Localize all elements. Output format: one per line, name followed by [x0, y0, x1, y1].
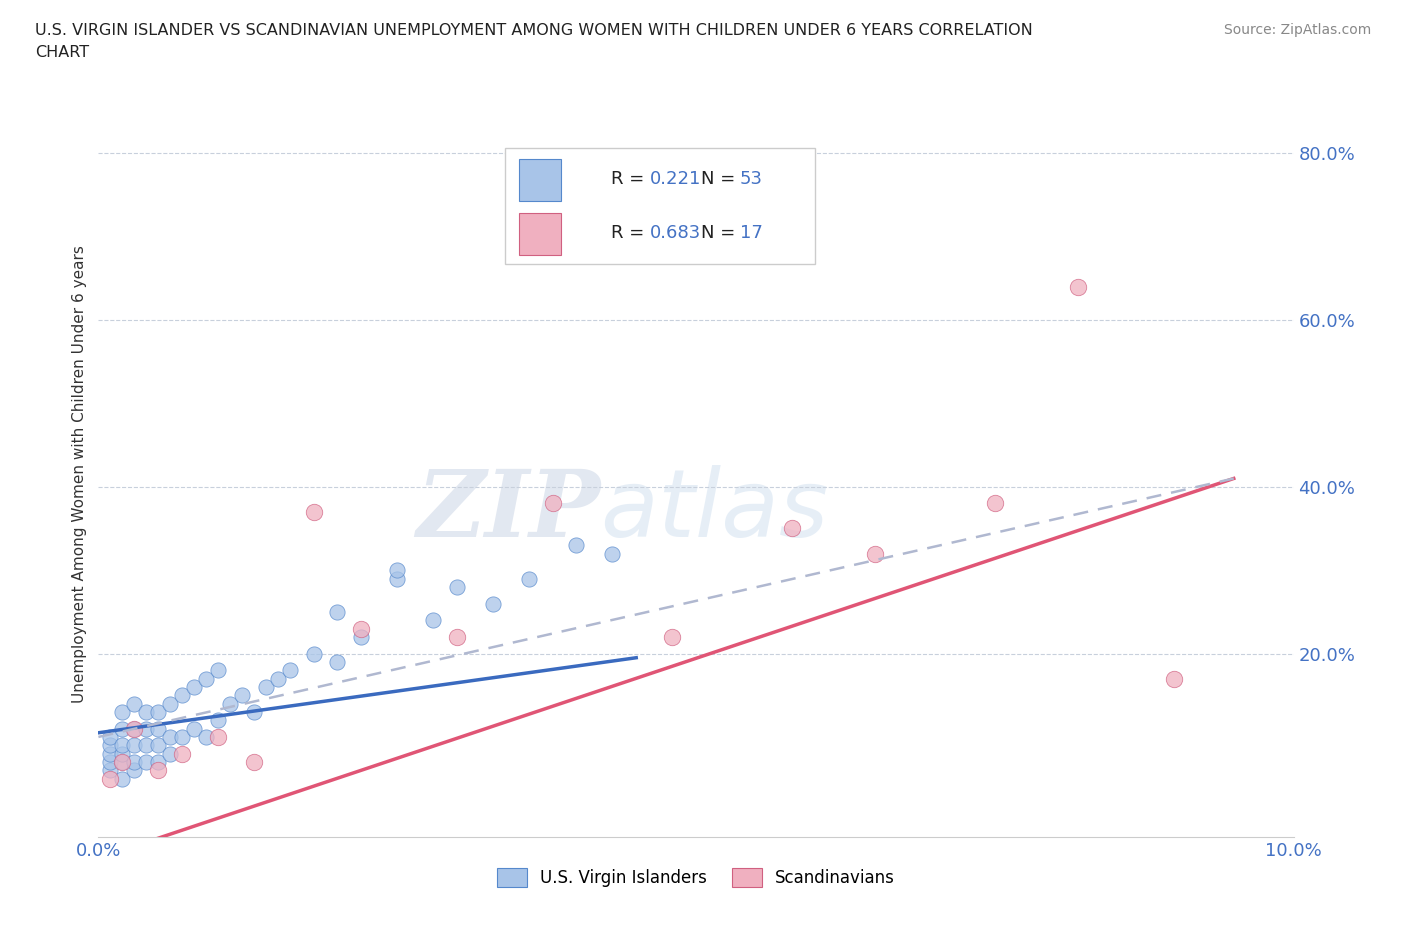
- Point: [183, 680, 205, 695]
- Bar: [519, 159, 561, 201]
- Point: [148, 705, 170, 720]
- Point: [111, 737, 134, 752]
- Point: [159, 746, 181, 761]
- Text: CHART: CHART: [35, 45, 89, 60]
- Point: [183, 721, 205, 736]
- Text: 0.683: 0.683: [650, 223, 702, 242]
- Text: 17: 17: [740, 223, 762, 242]
- Point: [243, 754, 266, 769]
- Point: [661, 630, 683, 644]
- Point: [111, 754, 134, 769]
- Y-axis label: Unemployment Among Women with Children Under 6 years: Unemployment Among Women with Children U…: [72, 246, 87, 703]
- Point: [135, 721, 157, 736]
- Bar: [519, 213, 561, 255]
- Point: [124, 737, 146, 752]
- Point: [385, 563, 409, 578]
- Point: [159, 697, 181, 711]
- Point: [124, 697, 146, 711]
- Text: 0.221: 0.221: [650, 170, 702, 188]
- Point: [124, 754, 146, 769]
- Point: [111, 705, 134, 720]
- Point: [541, 496, 564, 511]
- Text: atlas: atlas: [600, 465, 828, 556]
- Point: [565, 538, 588, 552]
- Point: [1163, 671, 1185, 686]
- Text: U.S. VIRGIN ISLANDER VS SCANDINAVIAN UNEMPLOYMENT AMONG WOMEN WITH CHILDREN UNDE: U.S. VIRGIN ISLANDER VS SCANDINAVIAN UNE…: [35, 23, 1033, 38]
- Point: [172, 729, 194, 744]
- Point: [111, 754, 134, 769]
- Point: [267, 671, 290, 686]
- Point: [135, 737, 157, 752]
- Point: [984, 496, 1007, 511]
- Legend: U.S. Virgin Islanders, Scandinavians: U.S. Virgin Islanders, Scandinavians: [491, 861, 901, 894]
- Point: [865, 546, 887, 561]
- Point: [124, 721, 146, 736]
- Point: [446, 630, 468, 644]
- Text: N =: N =: [700, 223, 741, 242]
- Point: [98, 746, 122, 761]
- Text: N =: N =: [700, 170, 741, 188]
- Text: ZIP: ZIP: [416, 466, 600, 555]
- Point: [135, 754, 157, 769]
- Point: [207, 712, 229, 727]
- Point: [231, 688, 253, 703]
- Point: [148, 721, 170, 736]
- Point: [517, 571, 540, 586]
- Point: [780, 521, 803, 536]
- Point: [98, 729, 122, 744]
- Point: [98, 737, 122, 752]
- Point: [172, 688, 194, 703]
- Point: [111, 771, 134, 786]
- Point: [148, 737, 170, 752]
- Point: [135, 705, 157, 720]
- Point: [602, 546, 624, 561]
- Text: Source: ZipAtlas.com: Source: ZipAtlas.com: [1223, 23, 1371, 37]
- Point: [254, 680, 277, 695]
- Point: [159, 729, 181, 744]
- Point: [326, 604, 349, 619]
- Point: [278, 663, 301, 678]
- Point: [111, 721, 134, 736]
- Point: [124, 763, 146, 777]
- Point: [195, 671, 218, 686]
- Point: [219, 697, 242, 711]
- Text: 53: 53: [740, 170, 763, 188]
- Text: R =: R =: [610, 170, 650, 188]
- Point: [482, 596, 505, 611]
- Point: [350, 621, 373, 636]
- Point: [385, 571, 409, 586]
- Point: [195, 729, 218, 744]
- Point: [98, 754, 122, 769]
- Point: [302, 646, 325, 661]
- Point: [111, 746, 134, 761]
- Point: [422, 613, 444, 628]
- Point: [302, 504, 325, 519]
- Point: [207, 663, 229, 678]
- Text: R =: R =: [610, 223, 650, 242]
- FancyBboxPatch shape: [505, 148, 815, 264]
- Point: [350, 630, 373, 644]
- Point: [446, 579, 468, 594]
- Point: [148, 754, 170, 769]
- Point: [98, 771, 122, 786]
- Point: [124, 721, 146, 736]
- Point: [207, 729, 229, 744]
- Point: [1067, 279, 1090, 294]
- Point: [243, 705, 266, 720]
- Point: [148, 763, 170, 777]
- Point: [98, 763, 122, 777]
- Point: [172, 746, 194, 761]
- Point: [326, 655, 349, 670]
